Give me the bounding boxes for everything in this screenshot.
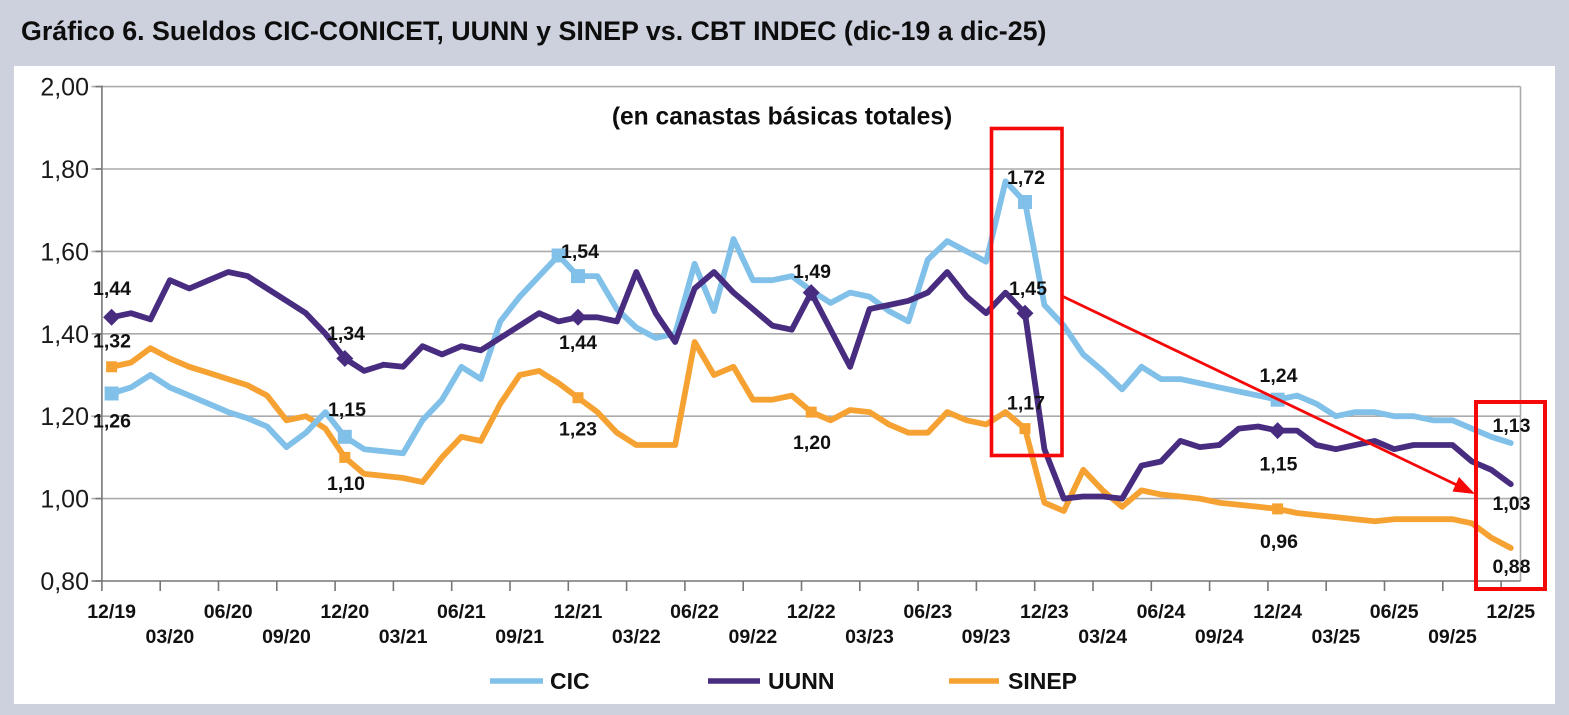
svg-text:1,60: 1,60	[40, 238, 89, 266]
svg-text:03/20: 03/20	[145, 626, 194, 648]
svg-text:06/23: 06/23	[903, 601, 952, 623]
svg-text:1,20: 1,20	[40, 403, 89, 431]
svg-text:1,10: 1,10	[327, 473, 365, 495]
svg-text:06/21: 06/21	[437, 601, 486, 623]
svg-text:1,49: 1,49	[793, 261, 831, 283]
svg-text:06/24: 06/24	[1137, 601, 1186, 623]
svg-text:09/21: 09/21	[495, 626, 544, 648]
svg-text:03/21: 03/21	[379, 626, 428, 648]
svg-text:0,88: 0,88	[1493, 556, 1531, 578]
svg-text:09/24: 09/24	[1195, 626, 1244, 648]
svg-text:1,32: 1,32	[93, 331, 131, 353]
svg-text:03/24: 03/24	[1078, 626, 1127, 648]
svg-text:12/25: 12/25	[1486, 601, 1535, 623]
svg-text:1,40: 1,40	[40, 321, 89, 349]
svg-text:1,26: 1,26	[93, 411, 131, 433]
svg-text:03/22: 03/22	[612, 626, 661, 648]
svg-text:1,15: 1,15	[1260, 454, 1298, 476]
svg-text:12/20: 12/20	[320, 601, 369, 623]
svg-text:1,03: 1,03	[1493, 493, 1531, 515]
svg-text:1,34: 1,34	[327, 323, 365, 345]
svg-text:1,24: 1,24	[1260, 365, 1298, 387]
svg-text:06/22: 06/22	[670, 601, 719, 623]
svg-text:09/20: 09/20	[262, 626, 311, 648]
svg-text:CIC: CIC	[550, 668, 590, 694]
svg-text:09/23: 09/23	[962, 626, 1011, 648]
svg-text:1,13: 1,13	[1493, 415, 1531, 437]
svg-text:09/25: 09/25	[1428, 626, 1477, 648]
svg-text:03/25: 03/25	[1311, 626, 1360, 648]
svg-text:1,20: 1,20	[793, 432, 831, 454]
svg-text:0,80: 0,80	[40, 568, 89, 596]
svg-text:12/23: 12/23	[1020, 601, 1069, 623]
svg-text:09/22: 09/22	[728, 626, 777, 648]
svg-text:12/19: 12/19	[87, 601, 136, 623]
svg-text:1,15: 1,15	[328, 399, 366, 421]
svg-text:06/25: 06/25	[1370, 601, 1419, 623]
svg-text:1,54: 1,54	[561, 241, 599, 263]
svg-text:0,96: 0,96	[1260, 531, 1298, 553]
svg-text:12/24: 12/24	[1253, 601, 1302, 623]
svg-text:1,17: 1,17	[1007, 393, 1045, 415]
svg-text:1,00: 1,00	[40, 486, 89, 514]
svg-text:1,23: 1,23	[559, 419, 597, 441]
svg-text:12/21: 12/21	[554, 601, 603, 623]
svg-text:2,00: 2,00	[40, 74, 89, 102]
svg-text:UUNN: UUNN	[768, 668, 834, 694]
svg-text:1,44: 1,44	[93, 278, 131, 300]
svg-text:1,72: 1,72	[1007, 167, 1045, 189]
svg-text:SINEP: SINEP	[1008, 668, 1077, 694]
svg-text:03/23: 03/23	[845, 626, 894, 648]
svg-text:1,45: 1,45	[1009, 278, 1047, 300]
svg-text:1,44: 1,44	[559, 332, 597, 354]
svg-text:12/22: 12/22	[787, 601, 836, 623]
svg-text:06/20: 06/20	[204, 601, 253, 623]
svg-text:1,80: 1,80	[40, 156, 89, 184]
svg-text:(en canastas básicas totales): (en canastas básicas totales)	[612, 104, 952, 131]
